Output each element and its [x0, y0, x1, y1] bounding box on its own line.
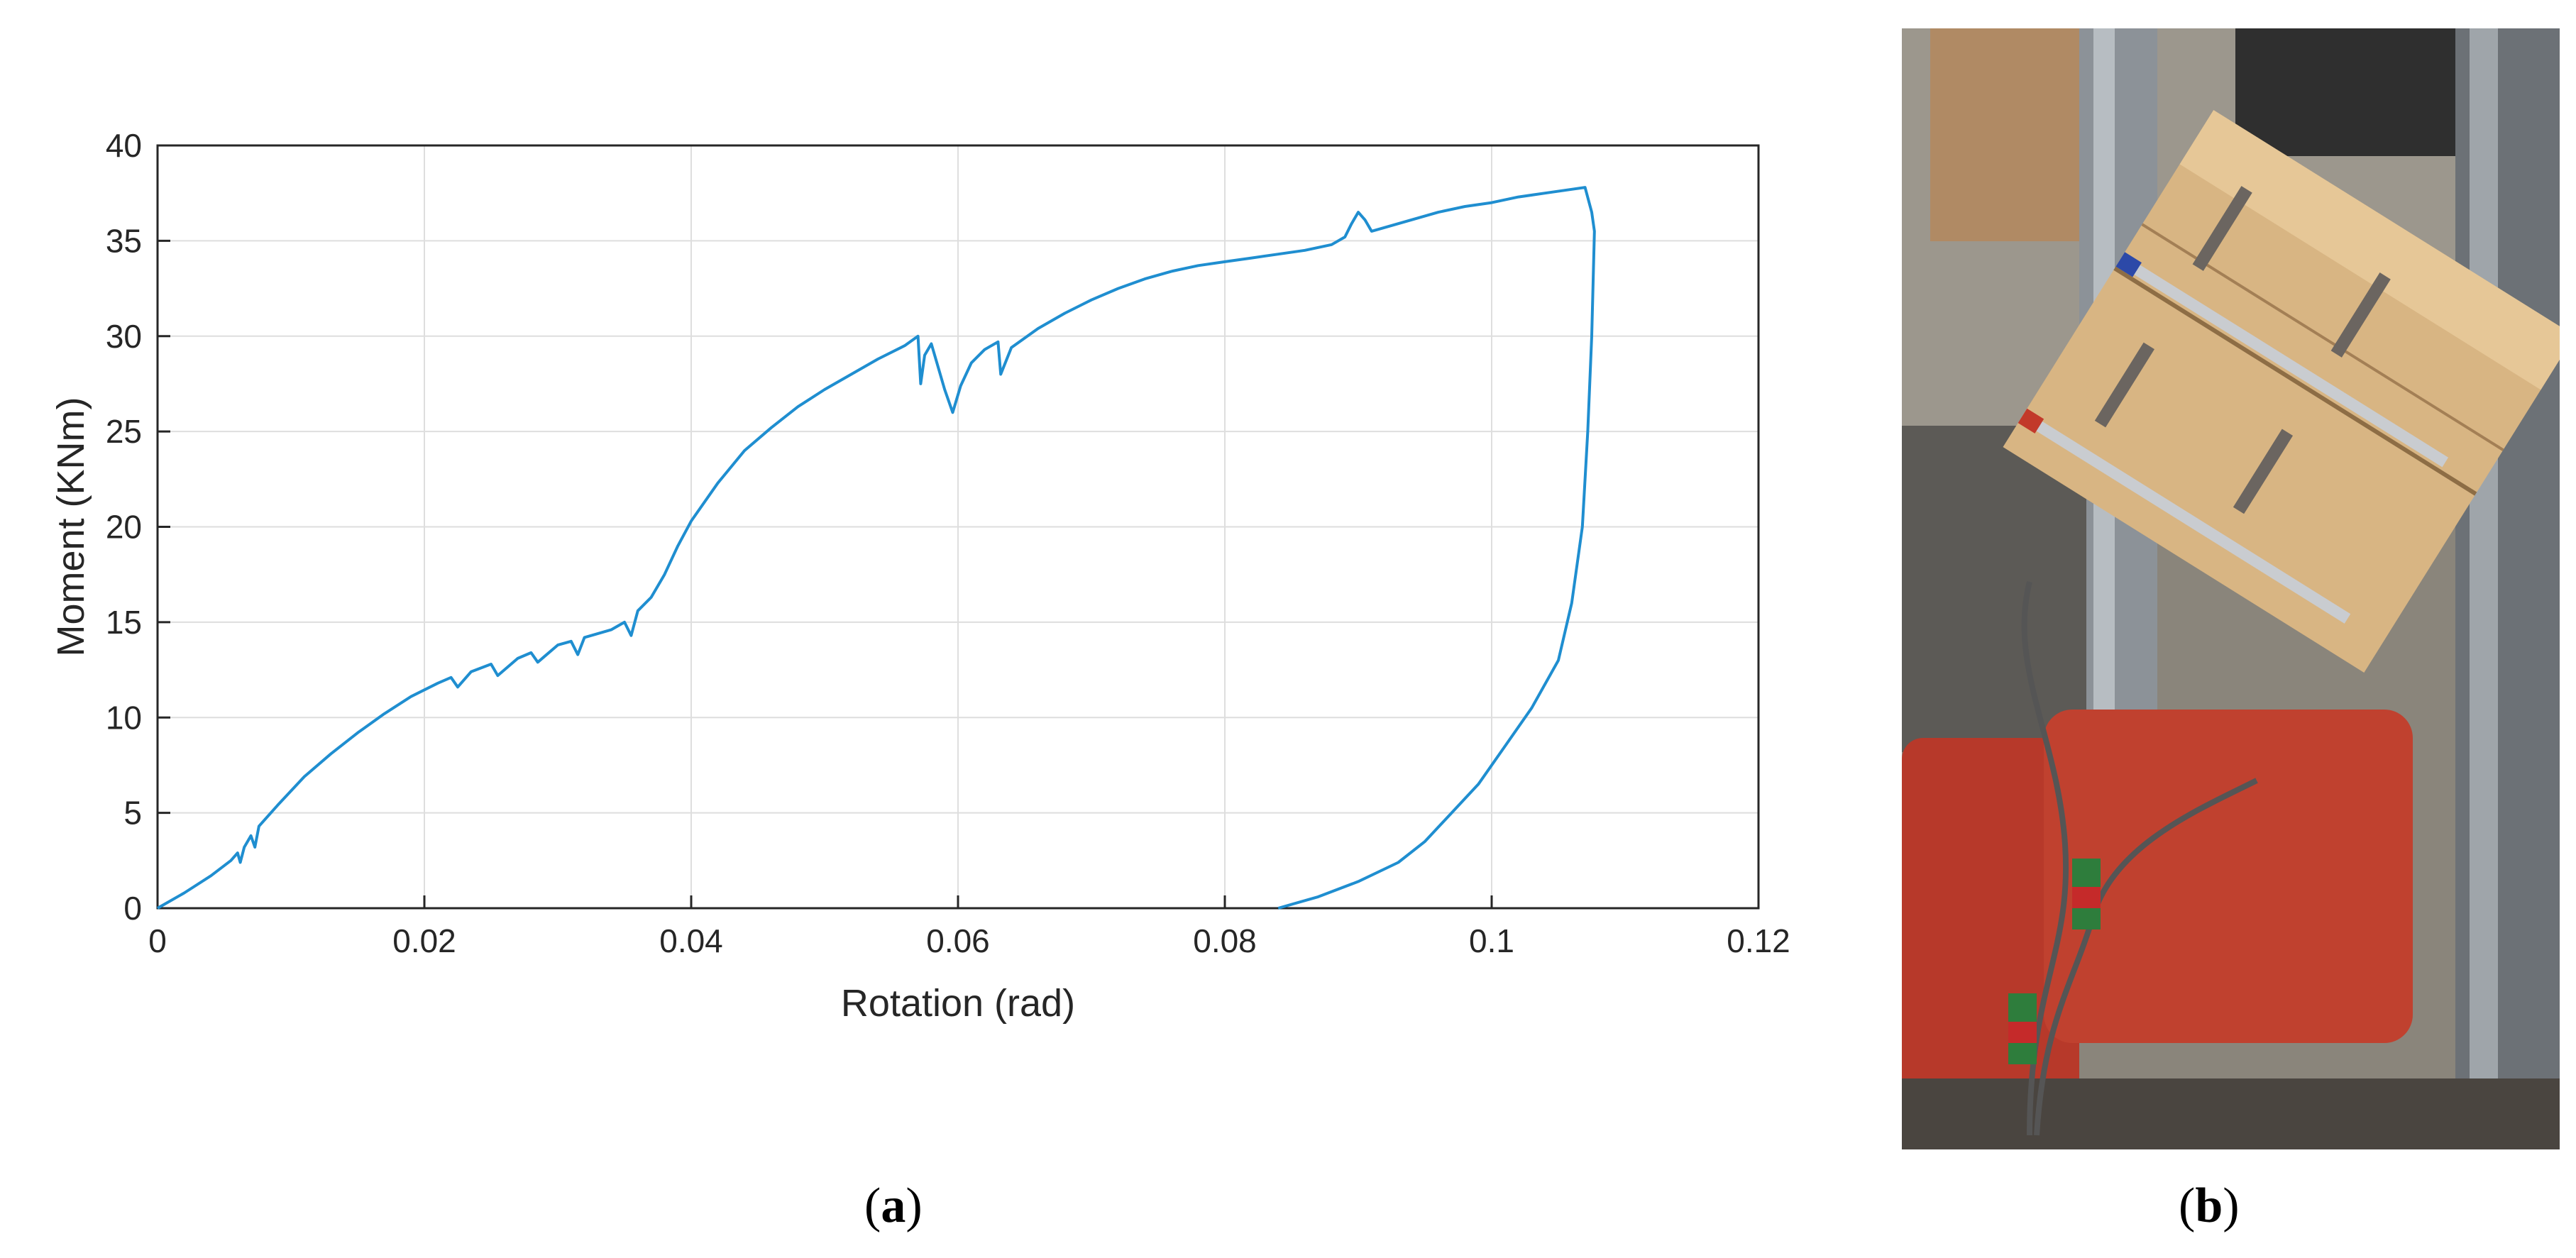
- y-tick-label: 35: [106, 222, 142, 259]
- x-tick-label: 0.04: [659, 922, 723, 959]
- x-tick-label: 0: [148, 922, 167, 959]
- caption-b-letter: b: [2195, 1179, 2223, 1233]
- x-tick-label: 0.06: [926, 922, 990, 959]
- moment-rotation-chart: 0 0.02 0.04 0.06 0.08 0.1 0.12 0 5 10 15 20 25 30 35 40…: [50, 127, 1790, 1025]
- series-layer: [157, 186, 1596, 910]
- y-tick-label: 5: [123, 795, 142, 832]
- x-tick-label: 0.1: [1469, 922, 1514, 959]
- x-tick-label: 0.08: [1193, 922, 1257, 959]
- caption-a: (a): [864, 1179, 923, 1233]
- y-tick-label: 30: [106, 318, 142, 355]
- test-setup-photo: [1902, 28, 2560, 1149]
- y-tick-label: 0: [123, 890, 142, 927]
- x-tick-label: 0.02: [392, 922, 456, 959]
- y-tick-label: 25: [106, 413, 142, 450]
- y-tick-label: 20: [106, 509, 142, 546]
- y-tick-label: 15: [106, 604, 142, 641]
- y-tick-label: 10: [106, 699, 142, 736]
- y-tick-label: 40: [106, 127, 142, 164]
- series-line-0: [157, 186, 1596, 910]
- caption-b: (b): [2179, 1179, 2240, 1233]
- x-axis-label: Rotation (rad): [841, 982, 1075, 1025]
- y-axis-label: Moment (KNm): [50, 397, 92, 656]
- grid: [157, 145, 1759, 909]
- x-tick-label: 0.12: [1727, 922, 1790, 959]
- test-setup-illustration: [1902, 28, 2560, 1149]
- caption-a-letter: a: [881, 1179, 906, 1233]
- axis-ticks: 0 0.02 0.04 0.06 0.08 0.1 0.12 0 5 10 15 20 25 30 35 40: [106, 127, 1790, 959]
